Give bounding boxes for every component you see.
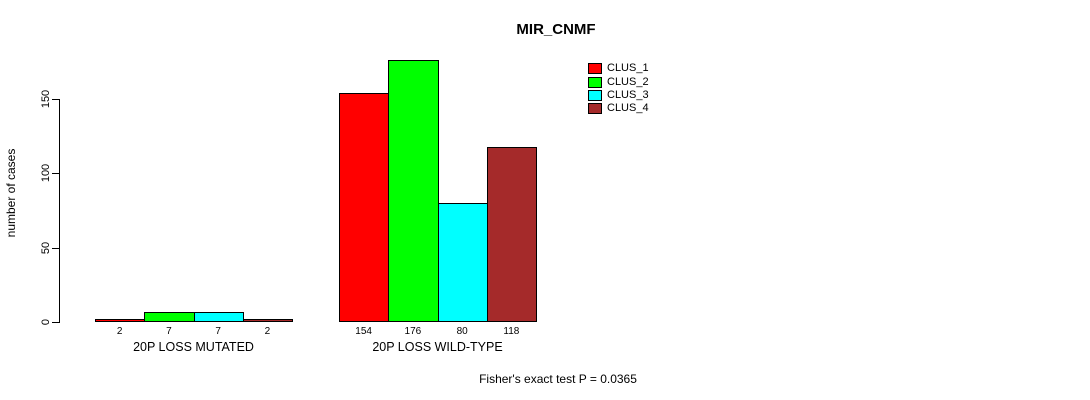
legend-swatch — [588, 89, 602, 101]
y-axis-tick-label: 50 — [40, 241, 52, 254]
y-axis-tick — [52, 322, 59, 323]
legend-label: CLUS_4 — [607, 102, 649, 115]
legend-label: CLUS_3 — [607, 88, 649, 101]
chart-title: MIR_CNMF — [516, 21, 596, 38]
legend-label: CLUS_2 — [607, 75, 649, 88]
bar-value-label: 118 — [503, 326, 520, 337]
y-axis-tick-label: 0 — [40, 318, 52, 326]
bar-value-label: 7 — [215, 326, 221, 337]
y-axis-tick — [52, 99, 59, 100]
y-axis-tick — [52, 173, 59, 175]
bar-clus_2-group2 — [388, 60, 439, 322]
legend-swatch — [588, 76, 602, 88]
bar-clus_4-group1 — [242, 319, 293, 322]
legend-item-clus_3: CLUS_3 — [588, 89, 649, 102]
bar-clus_1-group1 — [95, 319, 146, 322]
bar-clus_3-group2 — [437, 203, 488, 322]
bar-clus_3-group1 — [193, 312, 244, 322]
y-axis-tick — [52, 247, 59, 249]
bar-value-label: 176 — [404, 326, 422, 337]
bar-value-label: 2 — [264, 326, 271, 337]
bar-clus_2-group1 — [144, 312, 195, 322]
legend-swatch — [588, 63, 602, 75]
legend-item-clus_2: CLUS_2 — [588, 75, 649, 88]
bar-clus_1-group2 — [339, 93, 390, 322]
category-label: 20P LOSS WILD-TYPE — [372, 340, 503, 354]
bar-value-label: 154 — [355, 326, 372, 337]
bar-clus_4-group2 — [486, 147, 537, 322]
legend-swatch — [588, 103, 602, 115]
legend-item-clus_4: CLUS_4 — [588, 102, 649, 115]
legend-item-clus_1: CLUS_1 — [588, 62, 649, 75]
y-axis-label: number of cases — [4, 148, 18, 238]
y-axis-tick-label: 150 — [40, 89, 52, 109]
y-axis-line — [59, 99, 60, 323]
legend-label: CLUS_1 — [607, 62, 649, 75]
category-label: 20P LOSS MUTATED — [133, 340, 254, 354]
legend: CLUS_1 CLUS_2 CLUS_3 CLUS_4 — [588, 62, 649, 116]
fisher-test-annotation: Fisher's exact test P = 0.0365 — [479, 372, 637, 386]
bar-value-label: 80 — [456, 326, 468, 337]
bar-value-label: 2 — [116, 326, 123, 337]
y-axis-tick-label: 100 — [40, 164, 52, 183]
bar-value-label: 7 — [166, 326, 172, 337]
